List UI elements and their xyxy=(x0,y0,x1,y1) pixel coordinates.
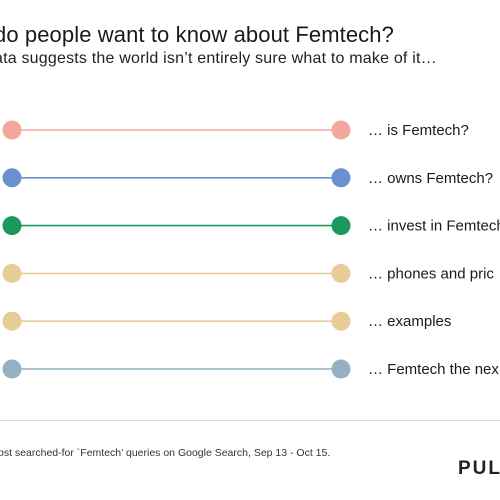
row-label: … owns Femtech? xyxy=(368,170,493,187)
dumbbell-row: … is Femtech? xyxy=(2,120,469,140)
dumbbell-end-dot xyxy=(331,216,351,236)
dumbbell-row: … Femtech the nex xyxy=(2,359,499,379)
dumbbell-start-dot xyxy=(2,311,22,331)
dumbbell-chart: … is Femtech? … owns Femtech? … invest in … xyxy=(2,120,500,379)
dumbbell-start-dot xyxy=(2,359,22,379)
source-footnote: ost searched-for `Femtech’ queries on Go… xyxy=(0,447,331,459)
dumbbell-start-dot xyxy=(2,120,22,140)
row-label: … Femtech the nex xyxy=(368,361,499,378)
dumbbell-row: … phones and pric xyxy=(2,263,494,283)
dumbbell-end-dot xyxy=(331,263,351,283)
brand-logo-text: PUL xyxy=(458,458,500,479)
dumbbell-end-dot xyxy=(331,311,351,331)
dumbbell-end-dot xyxy=(331,359,351,379)
row-label: … is Femtech? xyxy=(368,122,469,139)
dumbbell-start-dot xyxy=(2,168,22,188)
dumbbell-row: … invest in Femtech xyxy=(2,216,500,236)
dumbbell-start-dot xyxy=(2,216,22,236)
row-label: … examples xyxy=(368,313,451,330)
chart-title: do people want to know about Femtech? xyxy=(0,22,394,47)
dumbbell-end-dot xyxy=(331,168,351,188)
row-label: … phones and pric xyxy=(368,265,494,282)
chart-subtitle: ata suggests the world isn’t entirely su… xyxy=(0,50,437,67)
row-label: … invest in Femtech xyxy=(368,218,500,235)
dumbbell-row: … examples xyxy=(2,311,451,331)
dumbbell-row: … owns Femtech? xyxy=(2,168,493,188)
dumbbell-start-dot xyxy=(2,263,22,283)
dumbbell-end-dot xyxy=(331,120,351,140)
footer-divider xyxy=(0,420,500,421)
